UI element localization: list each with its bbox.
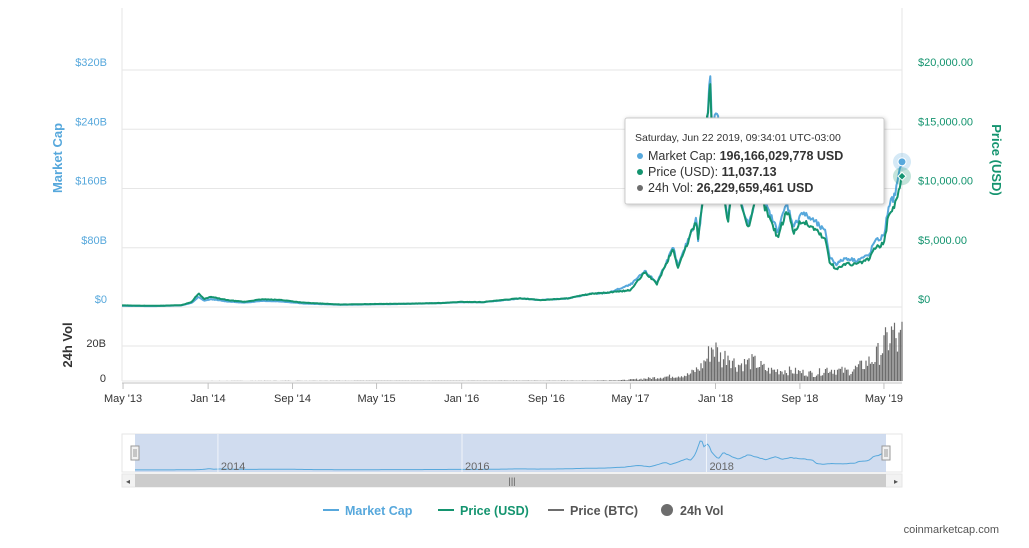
market-cap-tick-label: $80B — [81, 235, 107, 247]
price-axis-title: Price (USD) — [989, 124, 1004, 196]
tooltip-row-value: 26,229,659,461 USD — [697, 181, 814, 195]
navigator-tick-label: 2014 — [221, 461, 245, 473]
date-tick-label: Jan '16 — [444, 393, 479, 405]
market-cap-tick-label: $240B — [75, 116, 107, 128]
tooltip-series-dot — [637, 185, 643, 191]
tooltip-row-value: 196,166,029,778 USD — [720, 149, 844, 163]
legend-label: Market Cap — [345, 504, 413, 518]
legend-item[interactable]: Price (USD) — [438, 504, 529, 518]
price-tick-label: $0 — [918, 294, 930, 306]
tooltip-row-text: Price (USD): 11,037.13 — [648, 165, 777, 179]
tooltip-row-label: 24h Vol: — [648, 181, 697, 195]
tooltip-rows: Market Cap: 196,166,029,778 USD Price (US… — [637, 149, 843, 195]
date-tick-label: May '19 — [865, 393, 903, 405]
tooltip-series-dot — [637, 153, 643, 159]
tooltip-row-value: 11,037.13 — [722, 165, 777, 179]
series-layer — [122, 75, 903, 381]
price-tick-label: $10,000.00 — [918, 176, 973, 188]
tooltip-row: Price (USD): 11,037.13 — [637, 165, 777, 179]
tooltip-row-label: Price (USD): — [648, 165, 722, 179]
handle-grip[interactable] — [130, 445, 140, 461]
date-tick-label: Sep '18 — [781, 393, 818, 405]
legend-item[interactable]: 24h Vol — [661, 504, 724, 518]
volume-axis-ticks: 0 20B — [86, 338, 106, 385]
price-tick-label: $20,000.00 — [918, 57, 973, 69]
date-tick-label: Jan '14 — [191, 393, 226, 405]
navigator-selection[interactable] — [135, 434, 886, 472]
tooltip-background — [624, 117, 885, 205]
navigator-tick-label: 2016 — [465, 461, 489, 473]
market-cap-tick-label: $160B — [75, 176, 107, 188]
market-cap-tick-label: $320B — [75, 57, 107, 69]
legend-dot-symbol — [661, 504, 673, 516]
tooltip-series-dot — [637, 169, 643, 175]
tooltip-row: Market Cap: 196,166,029,778 USD — [637, 149, 843, 163]
legend-label: Price (USD) — [460, 504, 529, 518]
volume-tick-label: 0 — [100, 373, 106, 385]
price-tick-label: $5,000.00 — [918, 235, 967, 247]
date-tick-label: May '13 — [104, 393, 142, 405]
legend-label: 24h Vol — [680, 504, 724, 518]
legend-item[interactable]: Market Cap — [323, 504, 413, 518]
navigator-right-handle[interactable] — [881, 445, 891, 461]
legend-item[interactable]: Price (BTC) — [548, 504, 638, 518]
date-tick-label: Sep '14 — [274, 393, 311, 405]
market-cap-hover-point — [897, 157, 907, 167]
market-cap-axis-ticks: $0 $80B $160B $240B $320B — [75, 57, 107, 306]
navigator-scrollbar-thumb[interactable] — [135, 474, 886, 487]
market-cap-axis-title: Market Cap — [50, 123, 65, 193]
handle-grip[interactable] — [881, 445, 891, 461]
price-hover-point — [897, 171, 907, 181]
date-axis-ticks: May '13 Jan '14 Sep '14 May '15 Jan '16 Sep '… — [104, 383, 903, 405]
navigator-series-line — [135, 440, 887, 471]
scroll-right-arrow-icon[interactable]: ▸ — [894, 477, 898, 486]
range-navigator[interactable]: 2014 2016 2018 ||| ◂ ▸ — [121, 433, 903, 488]
tooltip-row-text: 24h Vol: 26,229,659,461 USD — [648, 181, 813, 195]
hover-markers — [893, 152, 911, 186]
date-tick-label: Sep '16 — [528, 393, 565, 405]
volume-tick-label: 20B — [86, 338, 106, 350]
chart-legend: Market Cap Price (USD) Price (BTC) 24h Vol — [323, 504, 724, 518]
legend-label: Price (BTC) — [570, 504, 638, 518]
market-cap-tick-label: $0 — [95, 294, 107, 306]
scroll-left-arrow-icon[interactable]: ◂ — [126, 477, 130, 486]
volume-bars — [211, 321, 903, 381]
date-tick-label: Jan '18 — [698, 393, 733, 405]
price-axis-ticks: $0 $5,000.00 $10,000.00 $15,000.00 $20,000.0… — [918, 57, 973, 306]
price-tick-label: $15,000.00 — [918, 116, 973, 128]
date-tick-label: May '17 — [611, 393, 649, 405]
scrollbar-grip-icon: ||| — [508, 476, 515, 486]
navigator-tick-label: 2018 — [709, 461, 733, 473]
tooltip-date: Saturday, Jun 22 2019, 09:34:01 UTC-03:0… — [635, 132, 841, 144]
tooltip-row-text: Market Cap: 196,166,029,778 USD — [648, 149, 843, 163]
tooltip-row-label: Market Cap: — [648, 149, 720, 163]
watermark[interactable]: coinmarketcap.com — [904, 524, 999, 536]
chart-tooltip: Saturday, Jun 22 2019, 09:34:01 UTC-03:0… — [624, 117, 885, 205]
price-usd-line — [122, 83, 903, 307]
volume-axis-title: 24h Vol — [60, 322, 75, 367]
tooltip-row: 24h Vol: 26,229,659,461 USD — [637, 181, 813, 195]
navigator-left-handle[interactable] — [130, 445, 140, 461]
date-tick-label: May '15 — [357, 393, 395, 405]
